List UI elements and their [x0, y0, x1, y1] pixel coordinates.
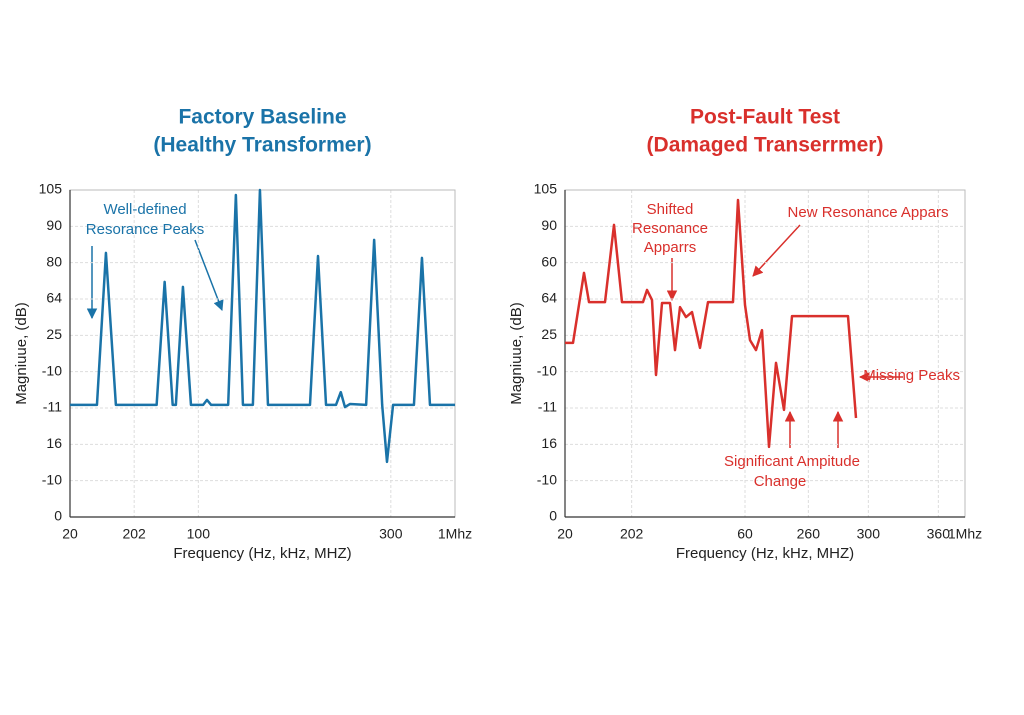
- y-tick-label: 16: [46, 435, 62, 451]
- y-tick-label: 60: [541, 253, 557, 269]
- annotation: Change: [754, 473, 807, 490]
- chart: Post-Fault Test (Damaged Transerrmer) 0 -10…: [508, 106, 982, 562]
- x-tick-label: 202: [122, 526, 146, 542]
- arrows: [86, 224, 903, 448]
- chart-title: (Healthy Transformer): [153, 134, 371, 157]
- y-tick-label: -11: [43, 399, 62, 415]
- annotation: Shifted: [647, 201, 694, 218]
- annotation: Resonance: [632, 220, 708, 237]
- series-line: [70, 188, 455, 464]
- annotation: Resorance Peaks: [86, 221, 204, 238]
- y-tick-label: 90: [46, 217, 62, 233]
- x-tick-label: 100: [187, 526, 211, 542]
- y-tick-label: 80: [46, 253, 62, 269]
- x-tick-label: 20: [62, 526, 78, 542]
- y-tick-label: -10: [537, 471, 557, 487]
- arrow: [752, 224, 801, 277]
- y-tick-label: -10: [42, 362, 62, 378]
- annotation: Well-defined: [103, 201, 186, 218]
- annotation: Apparrs: [644, 239, 697, 256]
- y-tick-label: -11: [538, 399, 557, 415]
- chart: Factory Baseline (Healthy Transformer) 0 -1…: [13, 106, 472, 562]
- chart-title: (Damaged Transerrmer): [647, 134, 884, 157]
- x-tick-label: 360: [927, 526, 951, 542]
- x-tick-label: 300: [857, 526, 881, 542]
- x-tick-label: 1Mhz: [438, 526, 472, 542]
- y-tick-label: 105: [39, 181, 63, 197]
- y-tick-label: 64: [541, 290, 557, 306]
- y-tick-label: 16: [541, 435, 557, 451]
- chart-title: Post-Fault Test: [690, 106, 840, 129]
- x-axis-label: Frequency (Hz, kHz, MHZ): [173, 545, 351, 562]
- y-tick-label: -10: [42, 471, 62, 487]
- x-tick-label: 20: [557, 526, 573, 542]
- series-line: [565, 198, 858, 449]
- x-tick-label: 260: [797, 526, 821, 542]
- y-tick-label: 90: [541, 217, 557, 233]
- y-tick-label: 0: [549, 508, 557, 524]
- y-axis-label: Magniuue, (dB): [508, 302, 525, 405]
- y-axis-label: Magniuue, (dB): [13, 302, 30, 405]
- chart-title: Factory Baseline: [178, 106, 346, 129]
- y-tick-label: -10: [537, 362, 557, 378]
- arrow: [194, 239, 224, 311]
- annotation: Missing Peaks: [863, 367, 960, 384]
- x-tick-label: 60: [737, 526, 753, 542]
- y-tick-label: 25: [46, 326, 62, 342]
- x-tick-label: 202: [620, 526, 644, 542]
- x-axis-label: Frequency (Hz, kHz, MHZ): [676, 545, 854, 562]
- y-tick-label: 25: [541, 326, 557, 342]
- y-tick-label: 105: [534, 181, 558, 197]
- y-tick-label: 0: [54, 508, 62, 524]
- x-tick-label: 300: [379, 526, 403, 542]
- annotation: Significant Ampitude: [724, 453, 860, 470]
- x-tick-label: 1Mhz: [948, 526, 982, 542]
- y-tick-label: 64: [46, 290, 62, 306]
- annotation: New Resonance Appars: [788, 204, 949, 221]
